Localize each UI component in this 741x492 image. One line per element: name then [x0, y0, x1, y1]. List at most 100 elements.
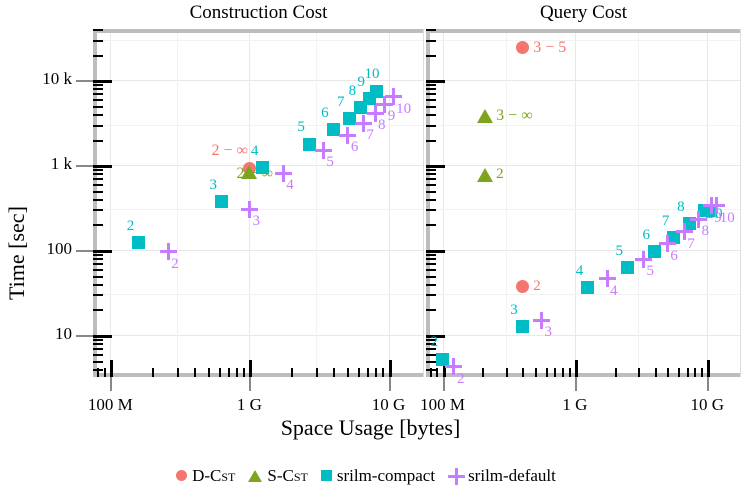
- y-tick-minor: [426, 309, 436, 311]
- data-point-square: [256, 161, 270, 175]
- panel-title-construction: Construction Cost: [189, 2, 328, 23]
- y-tick-minor: [93, 294, 103, 296]
- y-tick-minor: [93, 209, 103, 211]
- y-tick-mark: [76, 335, 93, 337]
- data-point-plus: [658, 235, 676, 253]
- data-point-label: 7: [366, 127, 374, 144]
- data-point-plus: [533, 311, 551, 329]
- data-point-label: 2: [496, 166, 504, 183]
- x-tick-minor: [535, 368, 537, 377]
- data-point-label: 7: [337, 93, 345, 110]
- y-tick-major: [426, 165, 445, 168]
- data-point-triangle: [241, 164, 258, 179]
- data-point-plus: [690, 210, 708, 228]
- data-point-square: [436, 352, 450, 366]
- x-tick-major: [443, 360, 446, 377]
- data-point-plus: [634, 250, 652, 268]
- y-tick-minor: [426, 191, 436, 193]
- data-point-label: 3 − ∞: [496, 106, 533, 124]
- y-tick-minor: [93, 99, 103, 101]
- x-tick-mark: [110, 377, 112, 391]
- legend-item-srilm-compact[interactable]: srilm-compact: [320, 465, 444, 486]
- panel-title-query: Query Cost: [539, 2, 628, 23]
- y-tick-major: [426, 335, 445, 338]
- y-tick-major: [93, 165, 112, 168]
- axis-line-top: [426, 29, 741, 33]
- y-tick-minor: [93, 348, 103, 350]
- y-tick-minor: [426, 114, 436, 116]
- gridline-horizontal-minor: [426, 124, 741, 126]
- data-point-label: 6: [350, 139, 359, 156]
- x-tick-minor: [194, 368, 196, 377]
- data-point-label: 4: [610, 282, 618, 299]
- data-point-square: [370, 84, 384, 98]
- data-point-label: 8: [677, 198, 685, 215]
- x-tick-mark: [707, 377, 709, 391]
- y-tick-label: 10 k: [42, 69, 72, 89]
- legend: D-Cst S-Cst srilm-compact srilm-default: [0, 464, 741, 486]
- y-tick-minor: [93, 224, 103, 226]
- data-point-square: [302, 137, 316, 151]
- data-point-circle: [515, 41, 529, 55]
- data-point-plus: [708, 197, 726, 215]
- x-tick-minor: [243, 368, 245, 377]
- y-tick-minor: [426, 29, 436, 31]
- x-tick-minor: [219, 368, 221, 377]
- x-tick-minor: [655, 368, 657, 377]
- y-tick-minor: [426, 106, 436, 108]
- gridline-vertical: [707, 29, 709, 377]
- y-tick-minor: [426, 294, 436, 296]
- plot-area-query: 3 − 523 − ∞223456789102345678910: [426, 29, 741, 386]
- x-tick-major: [707, 360, 710, 377]
- x-tick-minor: [333, 368, 335, 377]
- x-tick-minor: [152, 368, 154, 377]
- gridline-vertical: [388, 29, 390, 377]
- x-tick-major: [575, 360, 578, 377]
- y-tick-minor: [93, 258, 103, 260]
- data-point-label: 6: [321, 104, 329, 121]
- data-point-plus: [445, 358, 463, 376]
- y-tick-minor: [426, 40, 436, 42]
- y-tick-major: [93, 80, 112, 83]
- data-point-square: [326, 123, 340, 137]
- data-point-label: 3: [209, 176, 218, 193]
- legend-item-srilm-default[interactable]: srilm-default: [448, 465, 565, 486]
- data-point-label: 10: [364, 66, 380, 83]
- data-point-plus: [354, 114, 372, 132]
- data-point-plus: [598, 270, 616, 288]
- y-tick-minor: [426, 178, 436, 180]
- gridline-vertical-minor: [638, 29, 640, 377]
- data-point-square: [215, 195, 229, 209]
- y-tick-minor: [93, 114, 103, 116]
- y-tick-minor: [93, 40, 103, 42]
- legend-item-s-cst[interactable]: S-Cst: [248, 465, 316, 486]
- y-tick-minor: [93, 88, 103, 90]
- data-point-square: [132, 236, 146, 250]
- data-point-plus: [274, 164, 292, 182]
- y-tick-minor: [426, 88, 436, 90]
- axis-line-right: [423, 29, 424, 377]
- y-tick-mark: [76, 80, 93, 82]
- legend-item-d-cst[interactable]: D-Cst: [176, 465, 244, 486]
- y-tick-minor: [426, 258, 436, 260]
- y-tick-label: 10: [55, 323, 72, 343]
- y-tick-minor: [93, 269, 103, 271]
- y-tick-major: [426, 250, 445, 253]
- y-tick-minor: [426, 173, 436, 175]
- y-tick-minor: [426, 184, 436, 186]
- x-tick-label: 100 M: [87, 395, 133, 414]
- y-tick-minor: [93, 276, 103, 278]
- x-axis-title: Space Usage [bytes]: [280, 415, 461, 440]
- y-tick-minor: [93, 309, 103, 311]
- gridline-horizontal-minor: [93, 39, 424, 41]
- y-tick-minor: [426, 269, 436, 271]
- data-point-square: [648, 245, 662, 259]
- data-point-plus: [339, 126, 357, 144]
- y-tick-minor: [426, 224, 436, 226]
- y-tick-minor: [93, 84, 103, 86]
- data-point-label: 2 − ∞: [211, 141, 248, 159]
- x-tick-minor: [638, 368, 640, 377]
- x-tick-minor: [236, 368, 238, 377]
- x-tick-mark: [575, 377, 577, 391]
- data-point-label: 2: [171, 255, 179, 272]
